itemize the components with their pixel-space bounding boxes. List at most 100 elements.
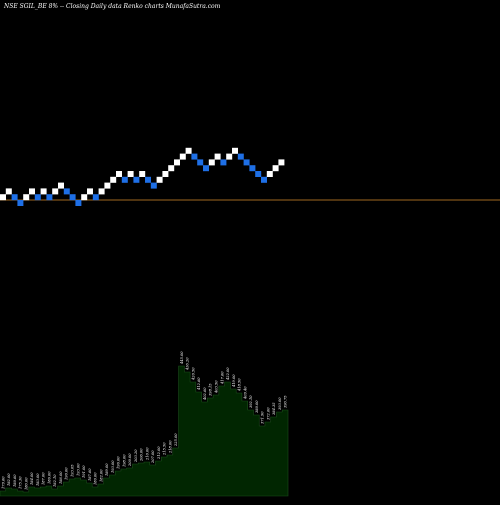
- renko-brick-up: [5, 188, 12, 195]
- price-label: 193.00: [111, 460, 115, 473]
- renko-brick-up: [208, 159, 215, 166]
- renko-brick-down: [121, 176, 128, 183]
- price-label: 422.00: [226, 367, 230, 381]
- price-label: 206.00: [140, 448, 144, 462]
- renko-brick-up: [58, 182, 64, 189]
- renko-brick-down: [92, 194, 99, 201]
- price-label: 180.00: [24, 477, 28, 490]
- renko-brick-up: [278, 159, 285, 166]
- renko-brick-up: [139, 171, 146, 177]
- renko-brick-up: [266, 171, 273, 177]
- renko-brick-up: [40, 188, 47, 195]
- price-label: 210.00: [145, 447, 149, 461]
- price-label: 191.00: [82, 465, 86, 478]
- renko-brick-down: [203, 165, 209, 172]
- price-label: 193.00: [76, 463, 80, 476]
- price-label: 380.00: [255, 400, 259, 413]
- price-label: 392.10: [249, 395, 253, 408]
- renko-brick-up: [104, 182, 111, 189]
- volume-area: [0, 365, 289, 497]
- renko-brick-up: [214, 153, 221, 160]
- renko-brick-up: [185, 147, 192, 154]
- renko-brick-up: [226, 153, 233, 160]
- renko-brick-up: [156, 176, 163, 183]
- renko-brick-down: [63, 188, 70, 195]
- price-label: 418.50: [238, 378, 242, 392]
- renko-brick-up: [87, 188, 93, 195]
- price-label: 193.05: [71, 464, 75, 477]
- price-label: 417.60: [220, 371, 224, 385]
- renko-brick-up: [272, 165, 279, 172]
- renko-brick-down: [69, 194, 76, 201]
- price-label: 198.00: [122, 454, 126, 467]
- price-label: 183.00: [36, 473, 40, 486]
- price-label: 179.60: [1, 476, 5, 489]
- renko-brick-up: [110, 176, 117, 183]
- chart-title: NSE SGIL_BE 8% -- Closing Daily data Ren…: [4, 3, 221, 10]
- price-label: 371.90: [261, 411, 265, 424]
- renko-brick-down: [46, 194, 53, 201]
- price-label: 372.60: [266, 407, 270, 420]
- price-label: 218.00: [168, 440, 172, 454]
- renko-brick-down: [145, 176, 151, 183]
- price-label: 187.00: [42, 472, 46, 485]
- renko-brick-up: [116, 171, 122, 177]
- renko-bricks: [0, 147, 285, 206]
- renko-brick-up: [81, 194, 88, 201]
- price-label: 186.00: [59, 471, 63, 484]
- renko-brick-up: [98, 188, 105, 195]
- renko-brick-down: [197, 159, 204, 166]
- price-label: 190.00: [65, 467, 69, 480]
- renko-brick-down: [243, 159, 250, 166]
- renko-brick-down: [249, 165, 256, 172]
- renko-brick-down: [17, 200, 24, 206]
- renko-brick-down: [237, 153, 244, 160]
- renko-brick-up: [179, 153, 186, 160]
- renko-brick-down: [133, 176, 140, 183]
- price-label: 402.60: [203, 387, 207, 401]
- price-label: 436.20: [186, 357, 190, 371]
- renko-brick-down: [75, 200, 82, 206]
- price-label: 187.60: [88, 468, 92, 481]
- price-label: 180.60: [13, 474, 17, 487]
- renko-brick-down: [150, 182, 157, 189]
- renko-brick-down: [191, 153, 198, 160]
- price-label: 445.00: [180, 351, 184, 365]
- price-label: 409.40: [243, 386, 247, 400]
- price-label: 186.00: [47, 471, 51, 484]
- price-label: 182.00: [7, 473, 11, 486]
- price-label: 175.30: [19, 476, 23, 489]
- price-label: 189.00: [105, 463, 109, 476]
- price-label: 215.50: [163, 442, 167, 456]
- price-label: 384.35: [272, 402, 276, 415]
- renko-brick-down: [220, 159, 227, 166]
- renko-brick-up: [23, 194, 30, 201]
- renko-brick-up: [162, 171, 169, 177]
- price-labels: 179.60 182.00 180.60 175.30 180.00 184.00 183.…: [1, 351, 287, 490]
- renko-brick-down: [34, 194, 41, 201]
- renko-brick-up: [232, 147, 238, 154]
- price-label: 390.75: [284, 395, 288, 408]
- price-label: 212.00: [157, 446, 161, 460]
- price-label: 393.00: [278, 397, 282, 410]
- renko-brick-down: [255, 171, 262, 177]
- renko-brick-up: [52, 188, 59, 195]
- price-label: 412.60: [197, 377, 201, 391]
- renko-brick-up: [174, 159, 180, 166]
- renko-brick-up: [168, 165, 175, 172]
- renko-brick-up: [127, 171, 134, 177]
- price-label: 403.50: [215, 380, 219, 394]
- renko-brick-down: [261, 176, 267, 183]
- price-label: 200.00: [128, 453, 132, 467]
- price-label: 203.20: [134, 449, 138, 463]
- price-label: 182.00: [99, 469, 103, 482]
- renko-brick-up: [0, 194, 6, 201]
- price-label: 180.00: [94, 472, 98, 485]
- price-label: 196.00: [117, 456, 121, 469]
- price-label: 398.15: [209, 383, 213, 396]
- renko-brick-up: [29, 188, 35, 195]
- price-label: 184.00: [30, 472, 34, 485]
- price-label: 207.00: [151, 450, 155, 464]
